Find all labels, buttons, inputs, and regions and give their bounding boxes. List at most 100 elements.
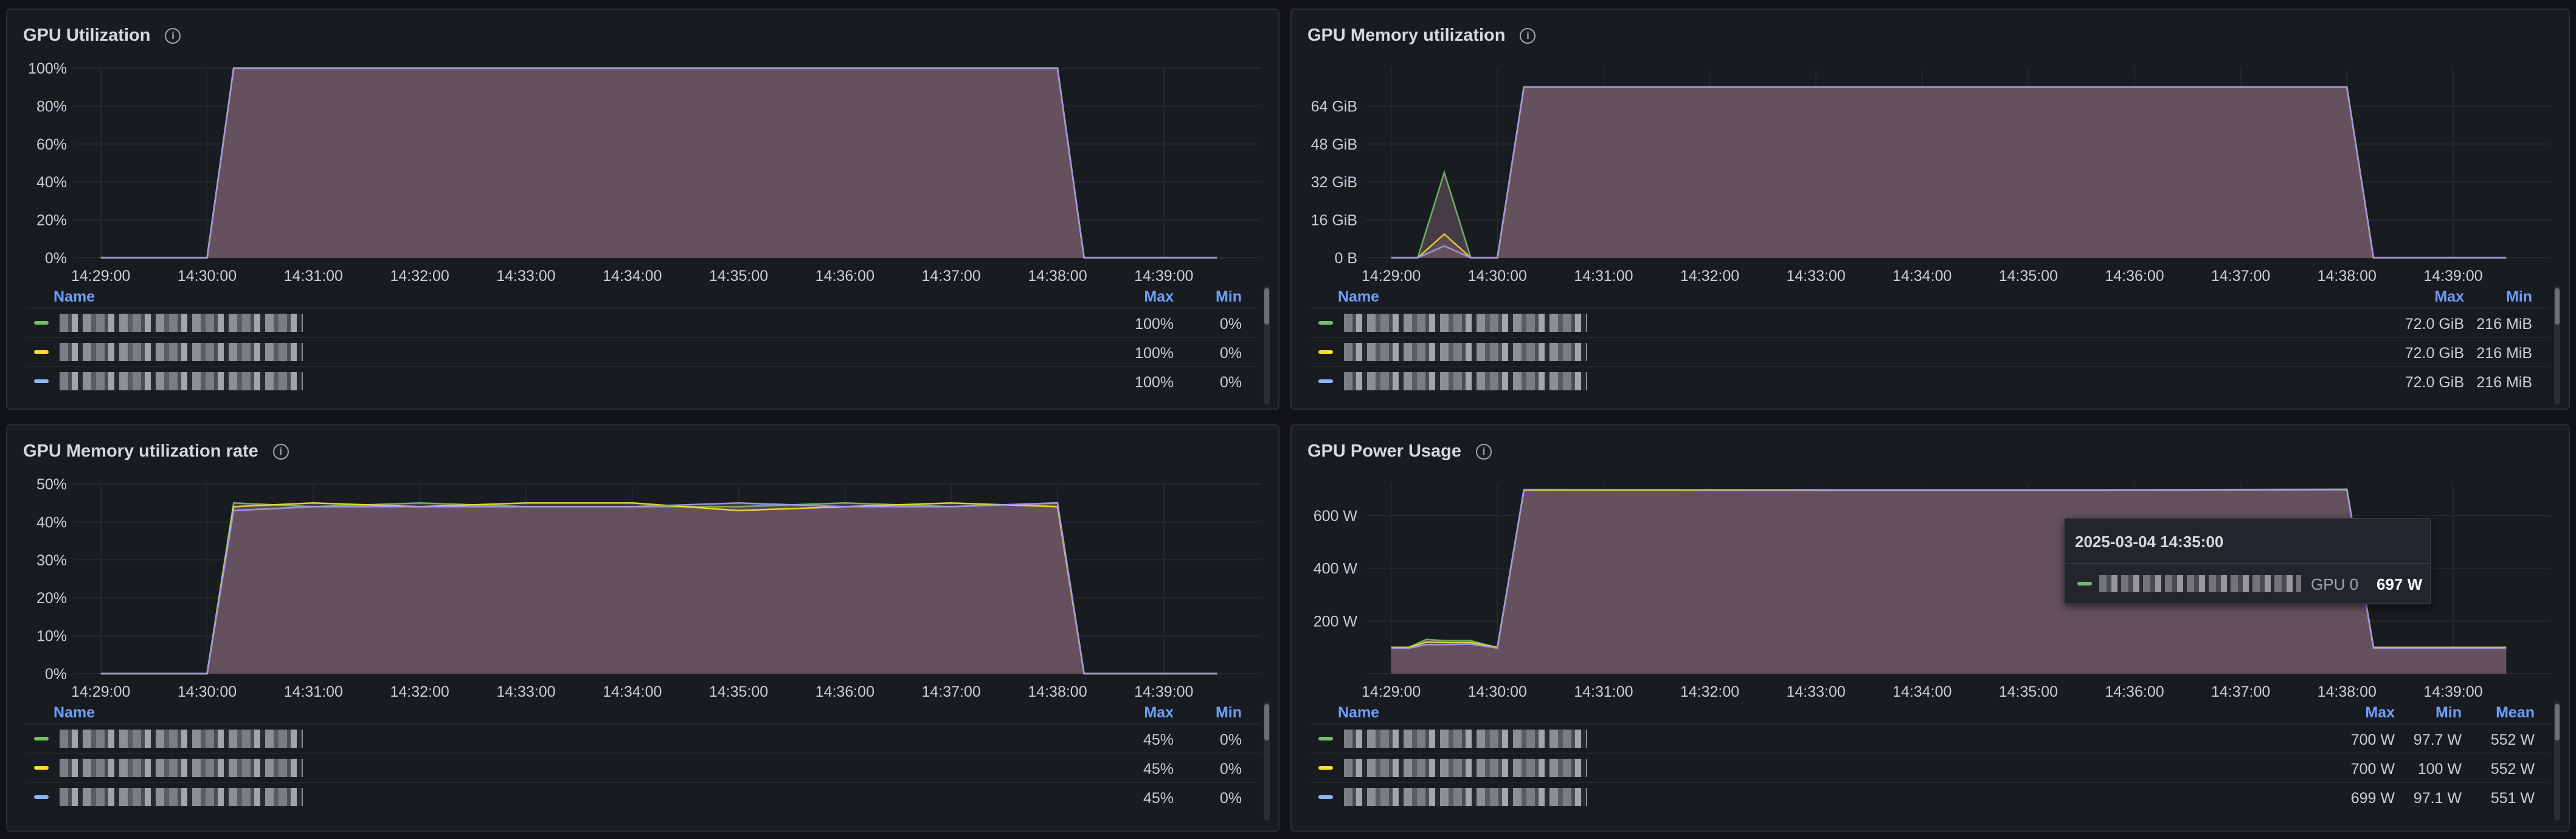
x-tick-label: 14:30:00 bbox=[178, 683, 237, 700]
redacted-series-name bbox=[1344, 372, 1587, 390]
x-tick-label: 14:39:00 bbox=[2423, 268, 2482, 285]
legend-row[interactable]: 45% 0% bbox=[26, 782, 1260, 811]
legend-header-max[interactable]: Max bbox=[1144, 288, 1174, 305]
legend-header-min[interactable]: Min bbox=[2505, 288, 2532, 305]
panel-gpu-power-usage: GPU Power Usage i 200 W 400 W 600 W 14:29:0… bbox=[1290, 424, 2570, 832]
legend-row[interactable]: 72.0 GiB 216 MiB bbox=[1310, 366, 2550, 395]
legend-mean: 552 W bbox=[2490, 731, 2535, 748]
legend-min: 97.1 W bbox=[2413, 790, 2462, 807]
x-tick-label: 14:36:00 bbox=[2105, 268, 2164, 285]
legend-min: 0% bbox=[1219, 761, 1242, 778]
info-icon[interactable]: i bbox=[165, 27, 181, 44]
y-tick-label: 400 W bbox=[1314, 561, 1358, 578]
legend-header-name[interactable]: Name bbox=[54, 288, 95, 305]
legend-min: 216 MiB bbox=[2476, 316, 2532, 333]
redacted-series-name bbox=[1344, 343, 1587, 361]
x-tick-label: 14:31:00 bbox=[1574, 268, 1633, 285]
x-tick-label: 14:32:00 bbox=[1680, 268, 1739, 285]
redacted-series-name bbox=[1344, 788, 1587, 806]
panel-title: GPU Memory utilization i bbox=[1307, 26, 1536, 46]
info-icon[interactable]: i bbox=[1476, 443, 1492, 460]
x-tick-label: 14:31:00 bbox=[284, 683, 343, 700]
legend-scrollbar[interactable] bbox=[1264, 702, 1270, 821]
x-tick-label: 14:37:00 bbox=[2211, 683, 2270, 700]
legend-header-name[interactable]: Name bbox=[1338, 704, 1380, 721]
x-tick-label: 14:39:00 bbox=[1134, 683, 1193, 700]
legend-row[interactable]: 699 W 97.1 W 551 W bbox=[1310, 782, 2550, 811]
legend: Name Max Min 72.0 GiB 216 MiB 72.0 GiB 2… bbox=[1310, 286, 2550, 395]
legend-row[interactable]: 72.0 GiB 216 MiB bbox=[1310, 308, 2550, 337]
legend-header-min[interactable]: Min bbox=[1215, 704, 1242, 721]
redacted-series-name bbox=[60, 730, 303, 748]
info-icon[interactable]: i bbox=[272, 443, 289, 460]
legend-header-max[interactable]: Max bbox=[2434, 288, 2464, 305]
legend-header-min[interactable]: Min bbox=[1215, 288, 1242, 305]
y-tick-label: 20% bbox=[36, 590, 67, 607]
x-tick-label: 14:36:00 bbox=[2105, 683, 2164, 700]
x-tick-label: 14:33:00 bbox=[496, 268, 555, 285]
series-line-overlay bbox=[1391, 489, 2507, 649]
y-tick-label: 600 W bbox=[1314, 508, 1358, 525]
x-tick-label: 14:35:00 bbox=[1999, 268, 2058, 285]
tooltip-value: 697 W bbox=[2377, 575, 2423, 593]
legend-row[interactable]: 100% 0% bbox=[26, 366, 1260, 395]
redacted-series-name bbox=[60, 343, 303, 361]
redacted-series-name bbox=[2099, 575, 2301, 592]
legend-header-name[interactable]: Name bbox=[54, 704, 95, 721]
legend: Name Max Min 45% 0% 45% 0% 45% 0% bbox=[26, 702, 1260, 811]
legend-max: 699 W bbox=[2350, 790, 2395, 807]
y-tick-label: 16 GiB bbox=[1311, 212, 1357, 229]
legend-header-name[interactable]: Name bbox=[1338, 288, 1380, 305]
legend-header: Name Max Min bbox=[26, 286, 1260, 308]
info-icon[interactable]: i bbox=[1520, 27, 1536, 44]
legend-max: 45% bbox=[1143, 731, 1174, 748]
x-tick-label: 14:29:00 bbox=[71, 683, 130, 700]
legend-header-max[interactable]: Max bbox=[2365, 704, 2395, 721]
series-color-swatch bbox=[1318, 737, 1333, 741]
legend-row[interactable]: 100% 0% bbox=[26, 337, 1260, 366]
legend-scrollbar[interactable] bbox=[2554, 286, 2560, 405]
series-color-swatch bbox=[34, 350, 49, 354]
x-tick-label: 14:29:00 bbox=[1362, 268, 1421, 285]
legend-min: 216 MiB bbox=[2476, 374, 2532, 391]
series-color-swatch bbox=[2077, 582, 2092, 585]
legend-max: 45% bbox=[1143, 761, 1174, 778]
x-tick-label: 14:31:00 bbox=[1574, 683, 1633, 700]
x-tick-label: 14:34:00 bbox=[1892, 268, 1951, 285]
redacted-series-name bbox=[60, 314, 303, 332]
panel-title: GPU Memory utilization rate i bbox=[23, 441, 289, 461]
legend-header-mean[interactable]: Mean bbox=[2496, 704, 2535, 721]
y-tick-label: 30% bbox=[36, 552, 67, 569]
x-tick-label: 14:34:00 bbox=[603, 268, 662, 285]
panel-title: GPU Power Usage i bbox=[1307, 441, 1492, 461]
legend-row[interactable]: 700 W 97.7 W 552 W bbox=[1310, 723, 2550, 753]
series-line-overlay bbox=[100, 502, 1217, 674]
gpu-memory-utilization-chart: 0 B 16 GiB 32 GiB 48 GiB 64 GiB 14:29:00 14:30… bbox=[1311, 68, 2550, 285]
series-color-swatch bbox=[34, 379, 49, 383]
legend-scrollbar[interactable] bbox=[1264, 286, 1270, 405]
x-tick-label: 14:33:00 bbox=[496, 683, 555, 700]
panel-gpu-memory-utilization: GPU Memory utilization i 0 B 16 GiB 32 GiB… bbox=[1290, 9, 2570, 410]
hover-tooltip: 2025-03-04 14:35:00 GPU 0 697 W bbox=[2064, 518, 2431, 604]
redacted-series-name bbox=[1344, 759, 1587, 777]
x-tick-label: 14:34:00 bbox=[1892, 683, 1951, 700]
x-tick-label: 14:39:00 bbox=[1134, 268, 1193, 285]
x-tick-label: 14:38:00 bbox=[1028, 683, 1087, 700]
legend-header-min[interactable]: Min bbox=[2435, 704, 2462, 721]
legend-max: 700 W bbox=[2350, 731, 2395, 748]
x-tick-label: 14:30:00 bbox=[1468, 268, 1527, 285]
legend-row[interactable]: 700 W 100 W 552 W bbox=[1310, 753, 2550, 782]
series-color-swatch bbox=[1318, 766, 1333, 770]
legend-max: 700 W bbox=[2350, 761, 2395, 778]
legend-row[interactable]: 45% 0% bbox=[26, 753, 1260, 782]
legend-row[interactable]: 100% 0% bbox=[26, 308, 1260, 337]
redacted-series-name bbox=[60, 788, 303, 806]
series-color-swatch bbox=[1318, 795, 1333, 799]
legend-header: Name Max Min bbox=[26, 702, 1260, 723]
legend-header-max[interactable]: Max bbox=[1144, 704, 1174, 721]
legend-scrollbar[interactable] bbox=[2554, 702, 2560, 821]
y-tick-label: 80% bbox=[36, 98, 67, 115]
legend-row[interactable]: 72.0 GiB 216 MiB bbox=[1310, 337, 2550, 366]
legend-row[interactable]: 45% 0% bbox=[26, 723, 1260, 753]
legend-max: 100% bbox=[1135, 345, 1174, 362]
